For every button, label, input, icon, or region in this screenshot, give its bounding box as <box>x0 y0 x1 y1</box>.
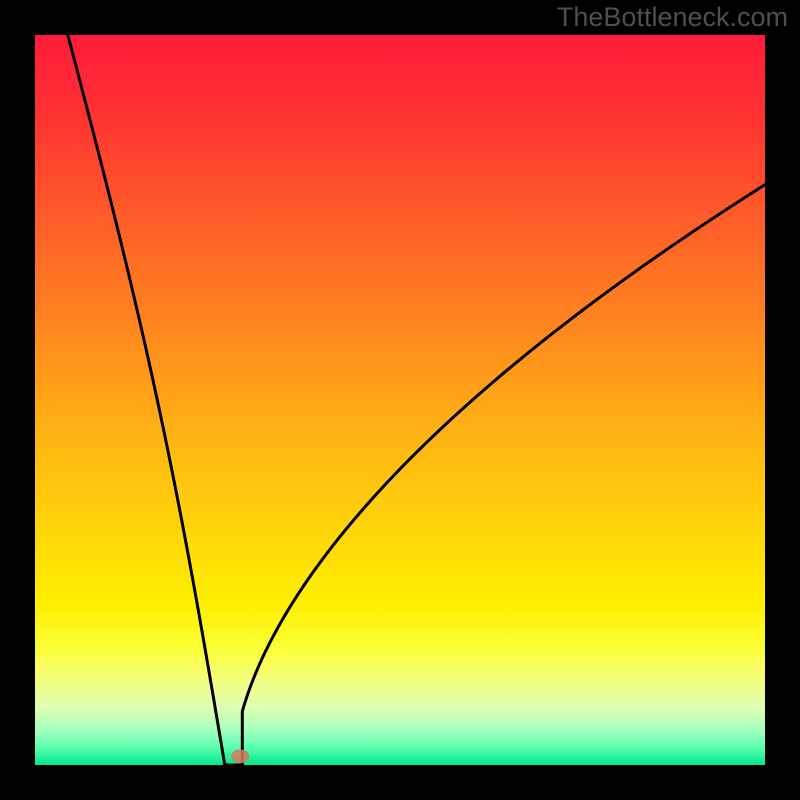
plot-area <box>35 35 765 765</box>
plot-svg <box>35 35 765 765</box>
optimum-marker <box>231 749 249 763</box>
gradient-background <box>35 35 765 765</box>
watermark-text: TheBottleneck.com <box>557 2 788 33</box>
